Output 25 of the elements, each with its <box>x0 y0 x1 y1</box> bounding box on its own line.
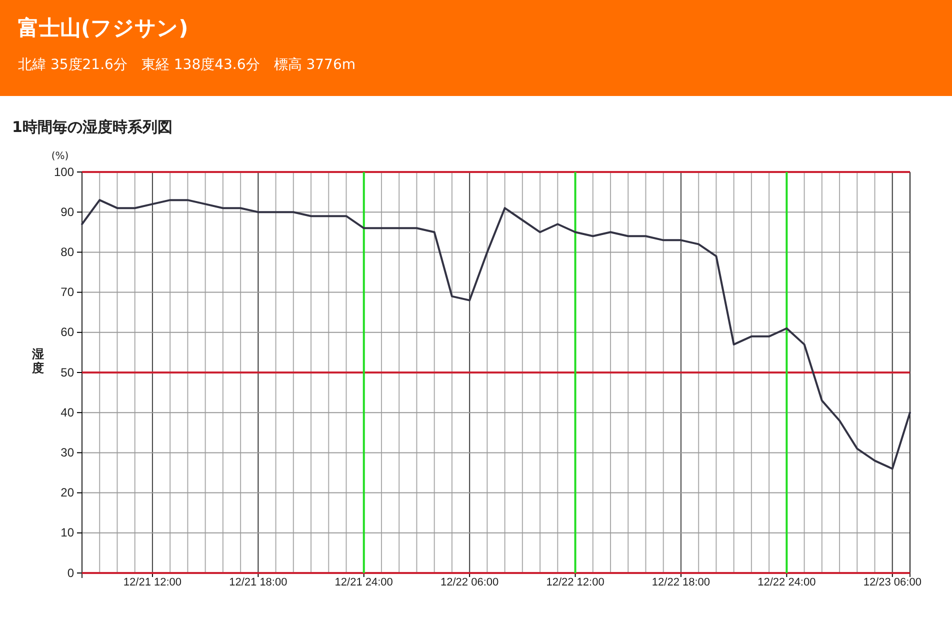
text: (%) <box>51 151 69 162</box>
line-series <box>81 199 911 470</box>
y-axis-title: 湿度 <box>31 347 44 375</box>
y-tick-label: 40 <box>60 405 74 420</box>
y-tick-label: 20 <box>60 486 74 500</box>
text: 1時間毎の湿度時系列図 <box>12 118 172 136</box>
y-tick-label: 10 <box>60 526 74 540</box>
chart-title: 富士山(フジサン) <box>18 15 190 42</box>
text: 12/22 24:00 <box>758 576 816 588</box>
y-tick-label: 60 <box>60 325 74 340</box>
text: 12/21 24:00 <box>334 576 393 588</box>
y-tick-label: 100 <box>54 164 74 179</box>
x-tick-label: 12/22 12:00 <box>546 576 604 588</box>
x-tick-label: 12/22 06:00 <box>440 576 499 588</box>
x-tick-label: 12/22 18:00 <box>652 576 710 588</box>
chart-subtitle: 北緯 35度21.6分 東経 138度43.6分 標高 3776m <box>18 56 356 74</box>
x-tick-label: 12/23 06:00 <box>863 576 922 588</box>
y-tick-label: 80 <box>60 245 74 260</box>
y-tick-label: 90 <box>60 204 74 219</box>
x-tick-label: 12/21 18:00 <box>229 576 288 588</box>
y-tick-label: 0 <box>67 566 74 580</box>
y-tick-label: 50 <box>60 365 74 380</box>
y-tick-label: 30 <box>60 446 74 460</box>
x-tick-label: 12/21 12:00 <box>123 576 182 588</box>
y-tick-label: 70 <box>60 285 74 300</box>
